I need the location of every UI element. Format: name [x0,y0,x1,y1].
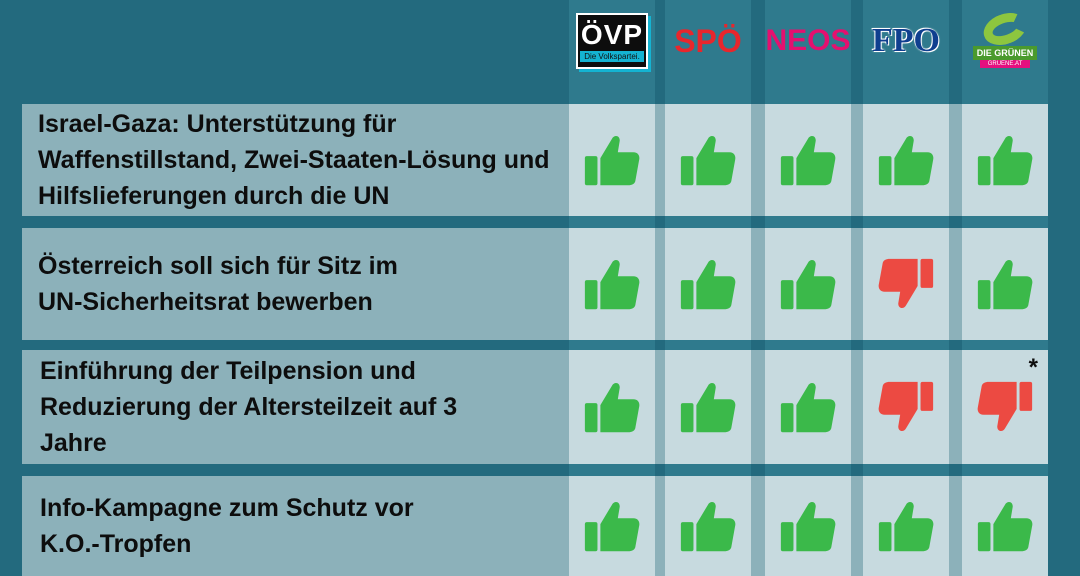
thumbs-up-icon [680,382,736,433]
vote-cell [765,104,851,216]
thumbs-up-icon [680,135,736,186]
vote-cell [665,350,751,464]
oevp-logo-text: ÖVP [580,18,644,50]
oevp-logo-tagline: Die Volkspartei. [580,50,644,62]
vote-cell [765,476,851,576]
thumbs-up-icon [780,259,836,310]
thumbs-up-icon [977,501,1033,552]
spoe-logo-text: SPÖ [674,22,742,59]
vote-cell [569,228,655,340]
vote-cell [765,228,851,340]
vote-cell [665,476,751,576]
thumbs-up-icon [780,501,836,552]
fpoe-logo-text: FPO [872,22,940,59]
gruene-logo-url: GRUENE.AT [979,60,1031,68]
vote-cell [569,476,655,576]
thumbs-up-icon [680,259,736,310]
vote-cell [569,104,655,216]
vote-cell [863,104,949,216]
vote-cell: * [962,350,1048,464]
topic-row: Einführung der Teilpension und Reduzieru… [22,350,1048,464]
party-logo-neos: NEOS [765,6,851,76]
footnote-asterisk: * [1028,354,1038,381]
vote-cell [863,350,949,464]
vote-cell [863,228,949,340]
thumbs-up-icon [977,259,1033,310]
party-logo-fpoe: FPO [863,6,949,76]
party-logo-spoe: SPÖ [665,6,751,76]
vote-cell [863,476,949,576]
topic-label: Einführung der Teilpension und Reduzieru… [40,357,458,457]
topic-row: Info-Kampagne zum Schutz vor K.O.-Tropfe… [22,476,1048,576]
thumbs-down-icon [977,381,1033,432]
thumbs-up-icon [584,501,640,552]
vote-cell [962,476,1048,576]
vote-cell [665,104,751,216]
thumbs-up-icon [584,382,640,433]
vote-cell [765,350,851,464]
gruene-logo-text: DIE GRÜNEN [972,46,1038,60]
topic-row: Österreich soll sich für Sitz im UN-Sich… [22,228,1048,340]
topic-label: Österreich soll sich für Sitz im UN-Sich… [38,252,398,316]
thumbs-up-icon [780,382,836,433]
thumbs-up-icon [680,501,736,552]
thumbs-up-icon [780,135,836,186]
thumbs-down-icon [878,381,934,432]
gruene-g-icon [979,7,1031,51]
thumbs-down-icon [878,258,934,309]
party-logo-gruene: DIE GRÜNEN GRUENE.AT [962,6,1048,76]
topic-label: Israel-Gaza: Unterstützung für Waffensti… [38,110,550,210]
thumbs-up-icon [977,135,1033,186]
thumbs-up-icon [584,259,640,310]
vote-cell [665,228,751,340]
thumbs-up-icon [584,135,640,186]
party-logo-oevp: ÖVP Die Volkspartei. [569,6,655,76]
vote-cell [962,228,1048,340]
vote-cell [962,104,1048,216]
topic-row: Israel-Gaza: Unterstützung für Waffensti… [22,104,1048,216]
thumbs-up-icon [878,135,934,186]
thumbs-up-icon [878,501,934,552]
vote-cell [569,350,655,464]
topic-label: Info-Kampagne zum Schutz vor K.O.-Tropfe… [40,494,414,558]
neos-logo-text: NEOS [765,24,851,57]
